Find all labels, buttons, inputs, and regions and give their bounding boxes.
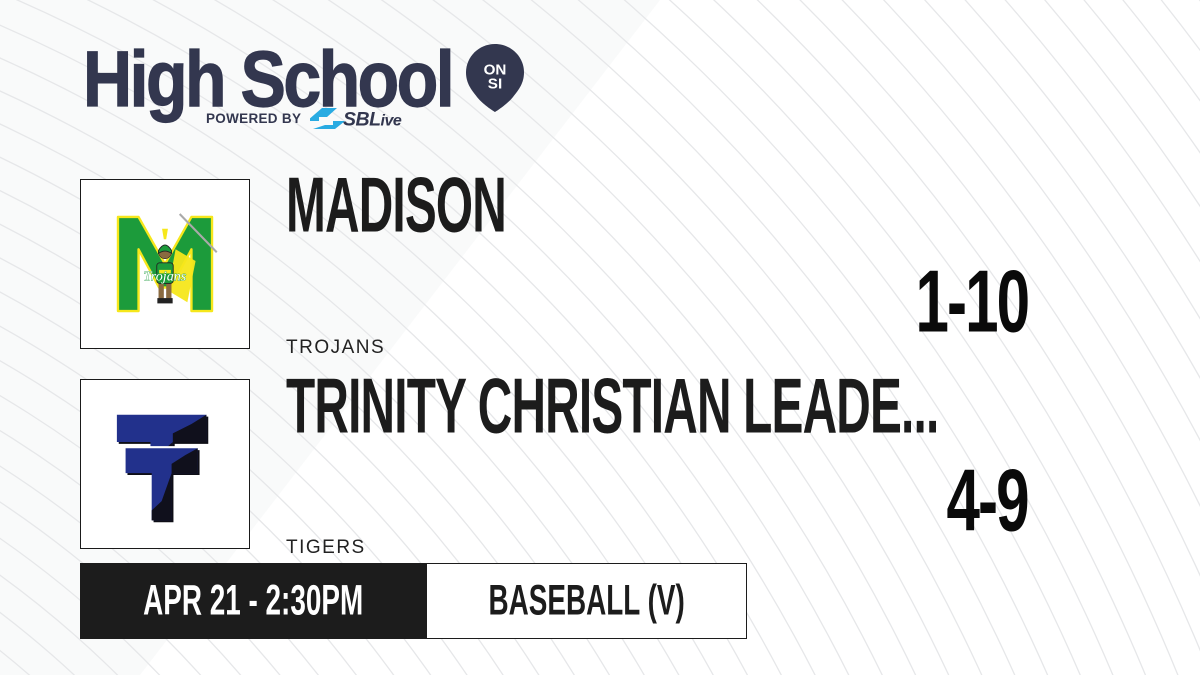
- svg-text:SBLive: SBLive: [343, 109, 402, 131]
- svg-text:SI: SI: [488, 77, 502, 93]
- svg-text:Trojans: Trojans: [144, 268, 187, 284]
